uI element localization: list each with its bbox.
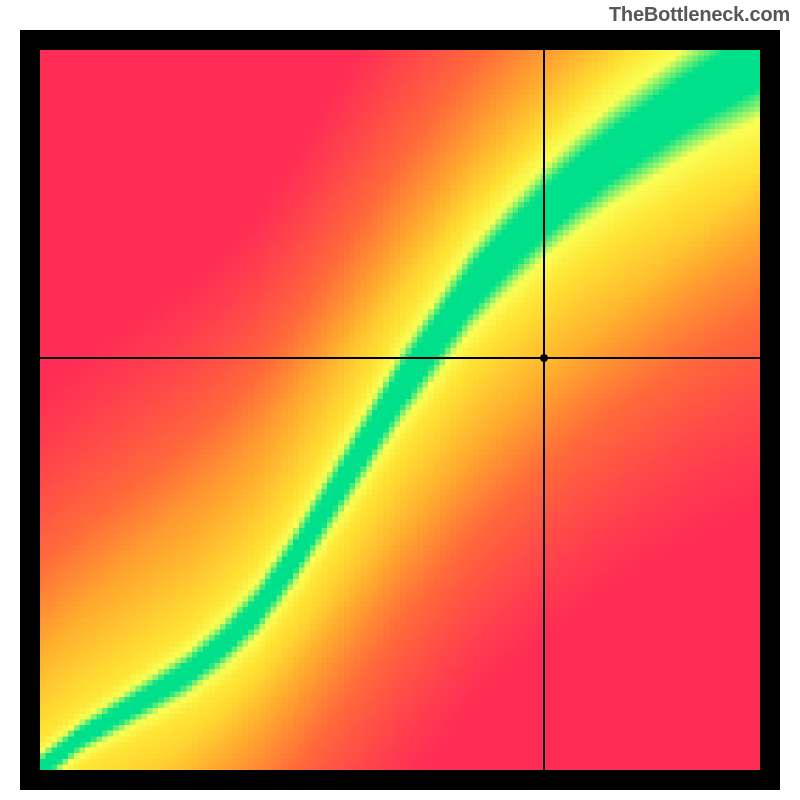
heatmap-canvas xyxy=(40,50,760,770)
bottleneck-heatmap xyxy=(20,30,780,790)
crosshair-vertical xyxy=(543,50,545,770)
site-brand: TheBottleneck.com xyxy=(609,4,790,27)
crosshair-horizontal xyxy=(40,357,760,359)
crosshair-marker xyxy=(540,354,548,362)
